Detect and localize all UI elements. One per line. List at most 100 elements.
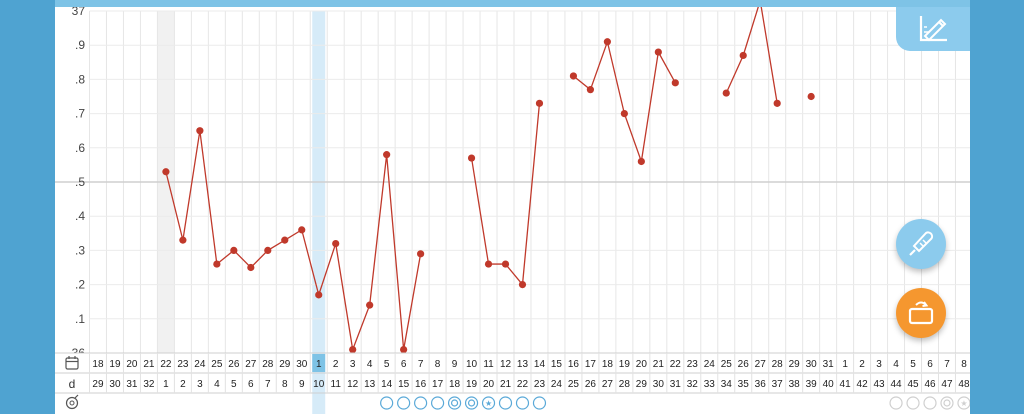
- temperature-point: [264, 246, 272, 254]
- date-label: 30: [296, 359, 308, 370]
- cycle-day-label: 31: [670, 379, 682, 390]
- current-day-column: [312, 11, 326, 414]
- cycle-day-label: 2: [180, 379, 186, 390]
- cycle-day-label: 9: [299, 379, 305, 390]
- y-axis-label: .8: [75, 72, 85, 86]
- cycle-day-label: 40: [823, 379, 835, 390]
- temperature-line: [573, 39, 676, 162]
- date-label: 28: [262, 359, 274, 370]
- date-label: 19: [109, 359, 121, 370]
- temperature-chart[interactable]: 37.9.8.7.6.5.4.3.2.136 d1819202122232425…: [55, 0, 970, 414]
- temperature-point: [671, 79, 679, 87]
- date-label: 29: [789, 359, 801, 370]
- inner-circle-icon: [943, 399, 951, 407]
- temperature-point: [349, 345, 357, 354]
- temperature-point: [739, 51, 747, 60]
- thermometer-icon: [909, 231, 934, 256]
- cycle-day-label: 41: [840, 379, 852, 390]
- temperature-point: [332, 239, 340, 248]
- temperature-point: [722, 89, 730, 97]
- cycle-day-label: 4: [214, 379, 220, 390]
- date-label: 29: [279, 359, 291, 370]
- cycle-day-label: 23: [534, 379, 546, 390]
- rotate-screen-button[interactable]: [896, 288, 946, 338]
- cycle-day-label: 5: [231, 379, 237, 390]
- temperature-point: [213, 260, 221, 268]
- add-temperature-button[interactable]: [896, 219, 946, 269]
- chart-panel[interactable]: 37.9.8.7.6.5.4.3.2.136 d1819202122232425…: [55, 0, 970, 414]
- chart-axis-pencil-icon: [919, 16, 947, 42]
- date-label: 8: [961, 359, 967, 370]
- circle-icon: [957, 396, 970, 410]
- cycle-day-label: 33: [704, 379, 716, 390]
- date-label: 11: [483, 359, 494, 370]
- cycle-day-label: 1: [163, 379, 169, 390]
- cycle-day-label: 18: [449, 379, 461, 390]
- temperature-point: [484, 260, 493, 268]
- circle-icon: [532, 396, 547, 410]
- y-axis-label: .4: [75, 209, 85, 223]
- inner-circle-icon: [467, 399, 476, 407]
- y-axis-label: .1: [75, 312, 85, 326]
- cycle-day-label: 6: [248, 379, 254, 390]
- top-accent-bar: [55, 0, 970, 7]
- cycle-day-label: 34: [721, 379, 733, 390]
- star-icon: ★: [485, 399, 492, 408]
- cycle-day-label: 47: [941, 379, 953, 390]
- date-label: 26: [228, 359, 240, 370]
- date-label: 4: [367, 359, 373, 370]
- y-axis-label: .5: [75, 175, 85, 189]
- cycle-day-label: 13: [364, 379, 376, 390]
- cycle-day-label: 7: [265, 379, 271, 390]
- date-label: 20: [126, 359, 138, 370]
- date-label: 28: [772, 359, 784, 370]
- temperature-point: [586, 86, 595, 94]
- cycle-day-label: 30: [653, 379, 665, 390]
- cycle-day-label: 35: [738, 379, 750, 390]
- bottom-rows-bg: [55, 353, 970, 414]
- cycle-day-label: 20: [483, 379, 495, 390]
- circle-icon: [414, 396, 428, 410]
- cycle-day-label: 32: [687, 379, 699, 390]
- date-label: 1: [842, 359, 848, 370]
- y-axis-label: .9: [75, 38, 85, 52]
- cycle-day-label: 48: [958, 379, 970, 390]
- temperature-point: [247, 263, 255, 272]
- cycle-day-label: 22: [517, 379, 529, 390]
- cycle-day-label: 36: [755, 379, 767, 390]
- cycle-day-label: 19: [466, 379, 478, 390]
- date-label: 23: [177, 359, 189, 370]
- cycle-day-label: 21: [500, 379, 512, 390]
- date-label: 10: [466, 359, 478, 370]
- y-axis-label: .6: [75, 141, 85, 155]
- cycle-day-label: 46: [924, 379, 936, 390]
- date-label: 4: [893, 359, 899, 370]
- date-label: 30: [806, 359, 818, 370]
- chart-settings-button[interactable]: [896, 7, 970, 51]
- circle-icon: [430, 396, 445, 410]
- date-label: 31: [823, 359, 835, 370]
- temperature-point: [501, 260, 510, 268]
- temperature-point: [196, 127, 204, 135]
- date-label: 20: [636, 359, 648, 370]
- rotate-screen-icon: [908, 301, 934, 325]
- circle-icon: [889, 396, 903, 410]
- cycle-day-label: 42: [857, 379, 869, 390]
- temperature-line: [165, 130, 422, 353]
- y-axis-label: .7: [75, 107, 85, 121]
- date-label: 15: [551, 359, 563, 370]
- date-label: 7: [418, 359, 424, 370]
- circle-icon: [498, 396, 513, 410]
- date-label: 9: [452, 359, 458, 370]
- circle-icon: [447, 396, 462, 410]
- temperature-point: [620, 110, 628, 118]
- date-label: 12: [500, 359, 512, 370]
- temperature-point: [179, 236, 187, 244]
- date-label: 8: [435, 359, 441, 370]
- date-label: 25: [211, 359, 223, 370]
- y-axis-label: 37: [72, 4, 86, 18]
- cycle-day-label: 44: [890, 379, 902, 390]
- temperature-point: [654, 48, 662, 56]
- date-label: 18: [602, 359, 614, 370]
- date-label: 17: [585, 359, 597, 370]
